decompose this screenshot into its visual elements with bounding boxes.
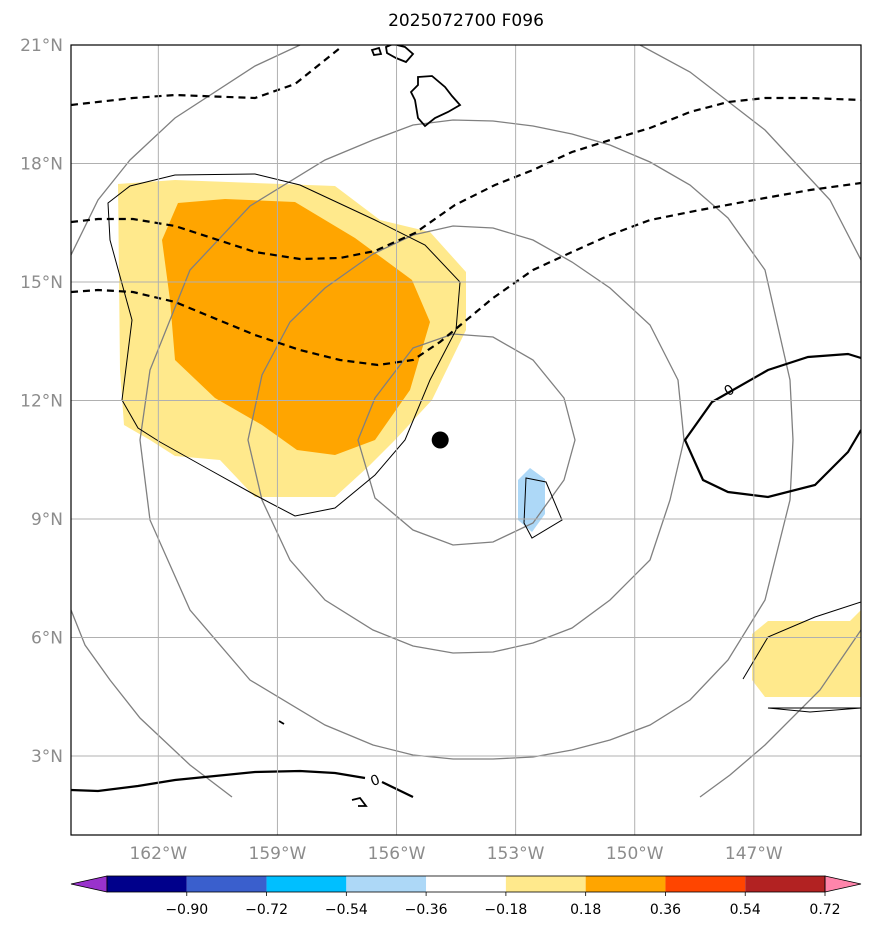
colorbar-tick-label-3: −0.36: [405, 902, 448, 918]
colorbar-bin-3: [346, 876, 427, 892]
contour-label-zero-east: 0: [721, 382, 737, 400]
lat-tick-label-0: 21°N: [20, 36, 63, 56]
colorbar-tick-label-1: −0.72: [245, 902, 288, 918]
colorbar-frame: [106, 875, 826, 893]
lon-tick-label-0: 162°W: [129, 844, 187, 864]
colorbar-tick-label-8: 0.72: [809, 902, 840, 918]
figure-title: 2025072700 F096: [388, 11, 544, 31]
colorbar-tick-label-6: 0.36: [650, 902, 681, 918]
colorbar-bin-1: [186, 876, 267, 892]
range-rings: [71, 45, 861, 798]
colorbar-tick-label-5: 0.18: [570, 902, 601, 918]
colorbar-bin-7: [665, 876, 746, 892]
map-frame: [70, 44, 862, 836]
small-island-1: [370, 46, 383, 56]
lat-tick-label-1: 18°N: [20, 155, 63, 175]
colorbar-extend-low: [70, 875, 108, 893]
solid-contours: [71, 352, 861, 798]
gridlines: [71, 45, 861, 835]
maui-island: [384, 45, 415, 64]
lon-tick-label-5: 147°W: [725, 844, 783, 864]
lon-tick-label-4: 150°W: [606, 844, 664, 864]
colorbar-tick-label-0: −0.90: [165, 902, 208, 918]
range-ring-4: [71, 45, 861, 798]
contour-label-zero-south: 0: [368, 772, 382, 790]
lon-tick-label-3: 153°W: [487, 844, 545, 864]
big-island: [409, 75, 462, 128]
zero-contour-east: [683, 352, 861, 499]
lon-tick-label-1: 159°W: [249, 844, 307, 864]
colorbar-bin-0: [107, 876, 187, 892]
storm-center-marker: [431, 431, 449, 449]
lat-tick-label-2: 15°N: [20, 273, 63, 293]
colorbar-bin-2: [266, 876, 347, 892]
colorbar-bin-8: [745, 876, 825, 892]
colorbar-tick-label-2: −0.54: [325, 902, 368, 918]
coastlines: [278, 45, 462, 807]
dashed-contours: [71, 47, 861, 367]
colorbar-bin-5: [505, 876, 586, 892]
map-area: 0 0: [71, 45, 861, 835]
range-ring-2: [247, 225, 685, 654]
longitude-ticks: 162°W 159°W 156°W 153°W 150°W 147°W: [129, 844, 782, 864]
tiny-islet-2: [351, 796, 368, 807]
colorbar-bin-4: [426, 876, 506, 892]
range-ring-1: [357, 333, 576, 546]
tiny-islet-1: [278, 720, 285, 725]
colorbar-tick-label-4: −0.18: [484, 902, 527, 918]
positive-anomaly-orange-region: [162, 199, 430, 455]
negative-anomaly-region: [518, 468, 545, 532]
range-ring-3: [139, 119, 794, 760]
lat-tick-label-3: 12°N: [20, 392, 63, 412]
colorbar-bin-6: [585, 876, 666, 892]
dashed-contour-north: [71, 47, 341, 107]
dashed-contour-1: [71, 96, 861, 261]
colorbar: −0.90 −0.72 −0.54 −0.36 −0.18 0.18 0.36 0.54 0.7…: [70, 875, 862, 918]
lat-tick-label-6: 3°N: [31, 747, 63, 767]
zero-contour-south: [71, 769, 414, 798]
colorbar-tick-label-7: 0.54: [730, 902, 761, 918]
thin-contour-small: [523, 477, 563, 539]
thin-contour-east: [742, 601, 861, 713]
colorbar-extend-high: [824, 875, 862, 893]
dashed-contour-2: [71, 181, 861, 367]
lat-tick-label-5: 6°N: [31, 629, 63, 649]
lat-tick-label-4: 9°N: [31, 510, 63, 530]
latitude-ticks: 21°N 18°N 15°N 12°N 9°N 6°N 3°N: [20, 36, 63, 767]
lon-tick-label-2: 156°W: [368, 844, 426, 864]
